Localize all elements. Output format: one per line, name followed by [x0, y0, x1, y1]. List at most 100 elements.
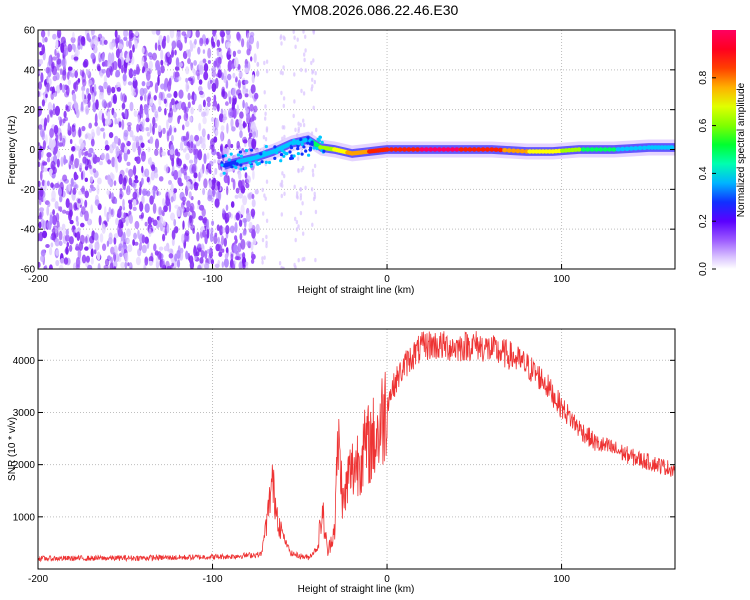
noise-speckle	[137, 229, 140, 239]
noise-speckle	[221, 35, 224, 44]
signal-blob	[275, 151, 279, 155]
noise-speckle	[65, 85, 70, 96]
signal-core	[410, 147, 416, 152]
noise-speckle	[127, 244, 133, 253]
noise-speckle	[224, 253, 229, 260]
noise-speckle	[304, 34, 307, 39]
signal-blob	[310, 140, 314, 144]
noise-speckle	[225, 30, 231, 36]
noise-speckle	[53, 124, 59, 135]
noise-speckle	[212, 30, 216, 37]
signal-core	[393, 147, 399, 152]
noise-speckle	[124, 146, 128, 154]
noise-speckle	[65, 198, 70, 209]
spectrogram-y-label: Frequency (Hz)	[7, 116, 18, 185]
signal-core	[580, 147, 587, 152]
noise-speckle	[210, 117, 215, 122]
noise-speckle	[191, 163, 197, 173]
noise-speckle	[251, 251, 254, 257]
spectrogram-x-tick-label: 100	[553, 274, 570, 285]
noise-speckle	[56, 58, 62, 65]
noise-speckle	[60, 42, 65, 53]
noise-speckle	[246, 39, 250, 50]
signal-core	[624, 146, 630, 151]
noise-speckle	[126, 238, 130, 244]
noise-speckle	[40, 218, 45, 228]
noise-speckle	[107, 159, 112, 165]
noise-speckle	[278, 261, 282, 266]
noise-speckle	[171, 229, 176, 240]
noise-speckle	[246, 212, 251, 222]
noise-speckle	[171, 40, 177, 49]
noise-speckle	[244, 261, 249, 266]
noise-speckle	[179, 141, 184, 151]
noise-speckle	[310, 60, 313, 66]
noise-speckle	[60, 36, 66, 45]
signal-blob	[239, 154, 243, 158]
noise-speckle	[133, 110, 138, 117]
noise-speckle	[265, 128, 269, 133]
noise-speckle	[190, 107, 194, 115]
signal-core	[467, 147, 473, 152]
noise-speckle	[115, 253, 120, 263]
noise-speckle	[85, 108, 90, 114]
noise-speckle	[293, 262, 296, 268]
signal-core	[602, 147, 608, 152]
noise-speckle	[153, 109, 159, 115]
noise-speckle	[118, 121, 122, 128]
noise-speckle	[251, 113, 255, 122]
noise-speckle	[67, 43, 73, 53]
noise-speckle	[42, 197, 46, 203]
noise-speckle	[93, 45, 98, 54]
noise-speckle	[177, 177, 182, 186]
signal-core	[449, 147, 456, 152]
noise-speckle	[206, 152, 210, 160]
noise-speckle	[197, 204, 200, 210]
noise-speckle	[141, 56, 145, 67]
noise-speckle	[68, 183, 71, 192]
noise-speckle	[45, 67, 50, 74]
signal-blob	[254, 160, 258, 164]
signal-blob	[292, 154, 296, 158]
noise-speckle	[250, 258, 255, 264]
noise-speckle	[160, 59, 164, 66]
noise-speckle	[68, 66, 73, 71]
noise-speckle	[203, 63, 209, 73]
noise-speckle	[73, 82, 77, 90]
noise-speckle	[65, 104, 69, 111]
noise-speckle	[45, 93, 48, 99]
noise-speckle	[105, 118, 109, 127]
noise-speckle	[184, 36, 187, 44]
noise-speckle	[48, 55, 52, 67]
noise-speckle	[193, 154, 198, 165]
noise-speckle	[113, 266, 117, 269]
spectrogram-y-tick-label: -40	[21, 225, 36, 236]
noise-speckle	[59, 258, 65, 265]
noise-speckle	[198, 215, 204, 221]
noise-speckle	[216, 103, 220, 112]
noise-speckle	[248, 221, 253, 229]
noise-speckle	[62, 228, 67, 236]
noise-speckle	[183, 163, 187, 170]
noise-speckle	[183, 112, 189, 122]
noise-speckle	[111, 173, 115, 181]
noise-speckle	[200, 243, 205, 250]
noise-speckle	[168, 248, 174, 254]
noise-speckle	[81, 254, 87, 264]
noise-speckle	[223, 75, 227, 83]
noise-speckle	[65, 246, 69, 255]
noise-speckle	[186, 181, 191, 187]
signal-blob	[239, 167, 243, 171]
snr-y-tick-label: 1000	[13, 512, 36, 523]
noise-speckle	[154, 42, 158, 51]
noise-speckle	[52, 92, 57, 98]
noise-speckle	[207, 47, 212, 59]
noise-speckle	[143, 93, 147, 102]
noise-speckle	[92, 168, 97, 173]
noise-speckle	[302, 122, 306, 128]
noise-speckle	[38, 233, 41, 242]
signal-core	[445, 147, 451, 152]
noise-speckle	[127, 262, 130, 267]
noise-speckle	[48, 264, 53, 269]
signal-blob	[304, 149, 308, 153]
